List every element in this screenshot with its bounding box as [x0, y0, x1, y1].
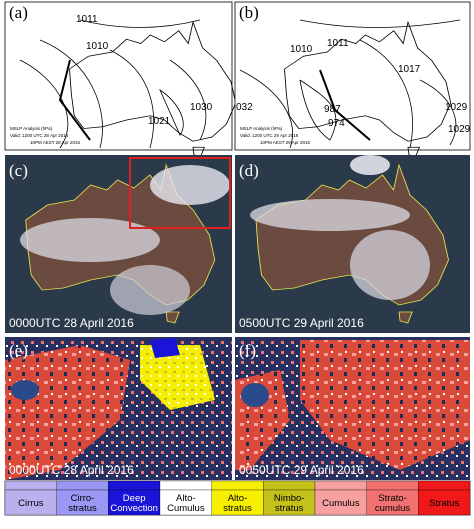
legend-swatch	[366, 480, 419, 491]
pressure-label: 1011	[76, 14, 98, 25]
pressure-label: 1011	[327, 38, 349, 49]
water	[241, 383, 269, 407]
pressure-label: 1029	[448, 124, 471, 135]
map-note: Valid: 1200 UTC 29 Apr 2016	[240, 133, 299, 138]
legend-label: Alto-	[176, 493, 196, 504]
isobars	[19, 19, 207, 149]
legend-cell	[314, 489, 367, 516]
legend-cell	[4, 489, 57, 516]
panel-label: (a)	[9, 3, 28, 22]
legend-label: stratus	[223, 503, 252, 514]
pressure-label: 1030	[190, 102, 213, 113]
legend-label: cumulus	[375, 503, 411, 514]
cloud-class-area	[5, 345, 130, 480]
legend-label: Convection	[110, 503, 158, 514]
legend-cell	[56, 489, 109, 516]
legend: Cirrus Cirro-stratusDeepConvectionAlto-Cu…	[4, 480, 471, 516]
cloud	[350, 155, 390, 175]
legend-cell	[366, 489, 419, 516]
panel-label: (e)	[9, 341, 28, 360]
pressure-label: 1010	[86, 41, 109, 52]
pressure-label: 1017	[398, 64, 421, 75]
timestamp: 0000UTC 28 April 2016	[9, 316, 134, 330]
legend-swatch	[159, 480, 212, 491]
legend-label: Cumulus	[322, 498, 360, 509]
highlight-box	[129, 157, 231, 229]
map-note: MSLP Analysis (hPa)	[10, 126, 53, 131]
legend-label: Cirrus	[18, 498, 44, 509]
panel-e: (e) 0000UTC 28 April 2016	[5, 337, 232, 480]
legend-swatch	[263, 480, 316, 491]
map-note: 10PM AEST 28 Apr 2016	[30, 140, 80, 145]
legend-label: Stratus	[429, 498, 459, 509]
legend-swatch	[314, 480, 367, 491]
legend-cell	[418, 489, 471, 516]
pressure-label: 1029	[445, 102, 468, 113]
cloud	[350, 230, 430, 300]
cloud-class-area	[300, 340, 470, 470]
panel-label: (b)	[239, 3, 259, 22]
legend-label: Deep	[123, 493, 146, 504]
legend-swatch	[56, 480, 109, 491]
front	[319, 69, 371, 141]
legend-swatch	[418, 480, 471, 491]
cloud	[110, 265, 190, 315]
legend-cell	[159, 489, 212, 516]
pressure-label: 974	[328, 118, 345, 129]
legend-label: Strato-	[378, 493, 407, 504]
legend-label: Nimbo-	[274, 493, 305, 504]
panel-d: (d) 0500UTC 29 April 2016	[235, 155, 470, 333]
front	[58, 59, 91, 141]
legend-cell	[211, 489, 264, 516]
panel-a: (a) 1011 1010 1030 1021 MSLP Analysis (h…	[4, 1, 237, 158]
legend-label: stratus	[68, 503, 97, 514]
cloud-class-area	[150, 338, 180, 358]
isobars	[239, 19, 461, 149]
legend-swatch	[108, 480, 161, 491]
map-note: 10PM AEST 29 Apr 2016	[260, 140, 310, 145]
legend-label: Alto-	[228, 493, 248, 504]
cloud	[150, 165, 230, 205]
cloud	[20, 218, 160, 262]
cloud	[250, 199, 410, 231]
timestamp: 0500UTC 29 April 2016	[239, 316, 364, 330]
legend-label: Cumulus	[167, 503, 205, 514]
legend-swatch	[4, 480, 57, 491]
legend-label: Cirro-	[71, 493, 95, 504]
panel-b: (b) 1011 1010 1017 987 974 1029 1029 032…	[234, 1, 471, 158]
legend-label: stratus	[275, 503, 304, 514]
timestamp: 0050UTC 29 April 2016	[239, 463, 364, 477]
panel-f: (f) 0050UTC 29 April 2016	[235, 337, 470, 480]
pressure-label: 032	[236, 102, 253, 113]
map-note: Valid: 1200 UTC 28 Apr 2016	[10, 133, 69, 138]
panel-label: (d)	[239, 161, 259, 180]
water	[11, 380, 39, 400]
pressure-label: 1021	[148, 116, 171, 127]
map-note: MSLP Analysis (hPa)	[240, 126, 283, 131]
legend-swatch	[211, 480, 264, 491]
panel-label: (f)	[239, 341, 256, 360]
panel-c: (c) 0000UTC 28 April 2016	[5, 155, 232, 333]
pressure-label: 987	[324, 104, 341, 115]
panel-label: (c)	[9, 161, 28, 180]
cloud-class-area	[140, 345, 215, 410]
legend-cell	[263, 489, 316, 516]
pressure-label: 1010	[290, 44, 313, 55]
timestamp: 0000UTC 28 April 2016	[9, 463, 134, 477]
